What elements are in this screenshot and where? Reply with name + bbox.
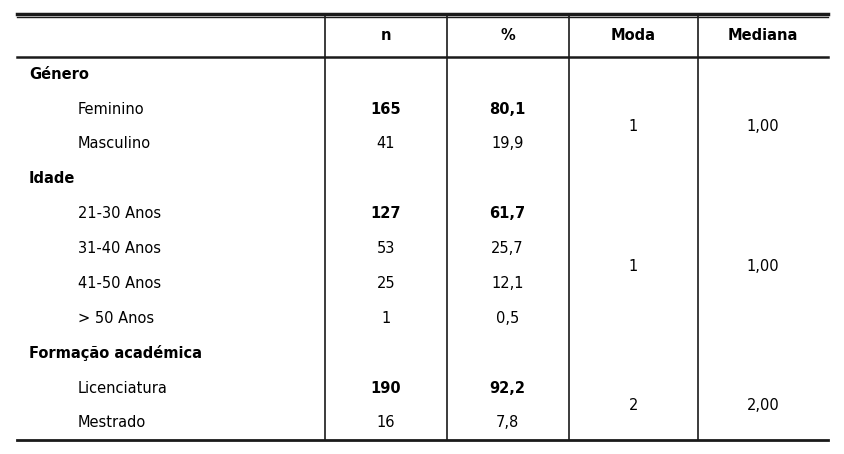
Text: 2: 2 bbox=[628, 398, 637, 413]
Text: Mestrado: Mestrado bbox=[78, 415, 146, 430]
Text: 53: 53 bbox=[376, 241, 395, 256]
Text: 16: 16 bbox=[376, 415, 395, 430]
Text: 1: 1 bbox=[628, 258, 637, 273]
Text: 1,00: 1,00 bbox=[746, 258, 779, 273]
Text: Masculino: Masculino bbox=[78, 137, 151, 152]
Text: Moda: Moda bbox=[610, 28, 655, 43]
Text: Género: Género bbox=[29, 67, 89, 82]
Text: 1: 1 bbox=[381, 311, 390, 326]
Text: 1: 1 bbox=[628, 119, 637, 134]
Text: 165: 165 bbox=[371, 102, 401, 117]
Text: Mediana: Mediana bbox=[728, 28, 798, 43]
Text: 2,00: 2,00 bbox=[746, 398, 779, 413]
Text: 21-30 Anos: 21-30 Anos bbox=[78, 206, 160, 221]
Text: 0,5: 0,5 bbox=[495, 311, 519, 326]
Text: 25: 25 bbox=[376, 276, 395, 291]
Text: 1,00: 1,00 bbox=[746, 119, 779, 134]
Text: 7,8: 7,8 bbox=[495, 415, 519, 430]
Text: Formação académica: Formação académica bbox=[29, 345, 202, 361]
Text: 31-40 Anos: 31-40 Anos bbox=[78, 241, 160, 256]
Text: 19,9: 19,9 bbox=[491, 137, 523, 152]
Text: 190: 190 bbox=[371, 380, 401, 395]
Text: 25,7: 25,7 bbox=[490, 241, 523, 256]
Text: 80,1: 80,1 bbox=[489, 102, 525, 117]
Text: Licenciatura: Licenciatura bbox=[78, 380, 167, 395]
Text: 127: 127 bbox=[371, 206, 401, 221]
Text: %: % bbox=[500, 28, 515, 43]
Text: Feminino: Feminino bbox=[78, 102, 144, 117]
Text: 41: 41 bbox=[376, 137, 395, 152]
Text: > 50 Anos: > 50 Anos bbox=[78, 311, 154, 326]
Text: n: n bbox=[381, 28, 391, 43]
Text: 12,1: 12,1 bbox=[491, 276, 523, 291]
Text: 92,2: 92,2 bbox=[489, 380, 525, 395]
Text: 41-50 Anos: 41-50 Anos bbox=[78, 276, 160, 291]
Text: 61,7: 61,7 bbox=[489, 206, 525, 221]
Text: Idade: Idade bbox=[29, 171, 75, 186]
